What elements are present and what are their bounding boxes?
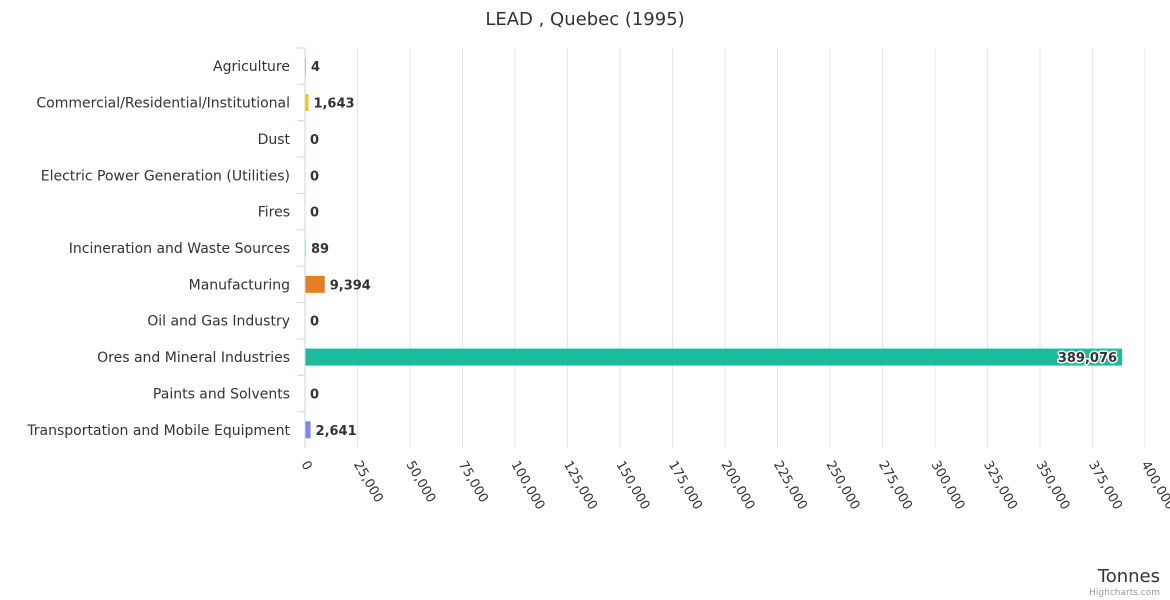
chart-title: LEAD , Quebec (1995) [485, 9, 684, 30]
category-label: Ores and Mineral Industries [97, 350, 290, 366]
category-label: Transportation and Mobile Equipment [26, 423, 290, 439]
data-label: 0 [310, 315, 319, 330]
data-labels: 4 1,643 0 0 0 89 9,394 0 389,076 0 2,641 [310, 60, 1119, 439]
x-axis-tick-labels: 0 25,000 50,000 75,000 100,000 125,000 150,000… [298, 459, 1170, 513]
data-label: 0 [310, 387, 319, 402]
x-tick-label: 275,000 [875, 459, 915, 513]
data-label: 0 [310, 133, 319, 148]
bar[interactable] [305, 348, 1123, 366]
x-tick-label: 0 [298, 459, 315, 474]
gridlines [297, 47, 1146, 448]
category-label: Manufacturing [189, 277, 290, 293]
category-label: Paints and Solvents [153, 386, 290, 402]
x-tick-label: 200,000 [718, 459, 758, 513]
category-label: Incineration and Waste Sources [69, 241, 290, 257]
data-label: 0 [310, 169, 319, 184]
bar[interactable] [305, 94, 309, 112]
data-label: 89 [311, 242, 329, 257]
category-label: Dust [258, 132, 291, 148]
x-tick-label: 375,000 [1085, 459, 1125, 513]
x-tick-label: 125,000 [560, 459, 600, 513]
data-label: 4 [311, 60, 320, 75]
category-labels: Agriculture Commercial/Residential/Instit… [26, 59, 290, 439]
x-axis-title: Tonnes [1097, 566, 1160, 587]
data-label: 9,394 [330, 278, 371, 293]
bar[interactable] [305, 421, 311, 439]
x-tick-label: 150,000 [613, 459, 653, 513]
category-label: Oil and Gas Industry [147, 314, 290, 330]
x-tick-label: 225,000 [770, 459, 810, 513]
category-label: Agriculture [213, 59, 290, 75]
category-label: Commercial/Residential/Institutional [36, 96, 290, 112]
data-label: 0 [310, 206, 319, 221]
bar[interactable] [305, 275, 325, 293]
category-label: Electric Power Generation (Utilities) [41, 168, 290, 184]
x-tick-label: 400,000 [1138, 459, 1170, 513]
x-tick-label: 25,000 [350, 459, 386, 506]
category-label: Fires [258, 205, 290, 221]
data-label: 389,076 [1058, 351, 1117, 366]
credits-link[interactable]: Highcharts.com [1089, 588, 1160, 598]
data-label: 1,643 [313, 97, 354, 112]
x-tick-label: 50,000 [403, 459, 439, 506]
x-tick-label: 75,000 [455, 459, 491, 506]
x-tick-label: 350,000 [1033, 459, 1073, 513]
data-label: 2,641 [316, 424, 357, 439]
x-tick-label: 250,000 [823, 459, 863, 513]
bars [305, 57, 1123, 439]
x-tick-label: 300,000 [928, 459, 968, 513]
x-tick-label: 175,000 [665, 459, 705, 513]
x-tick-label: 100,000 [508, 459, 548, 513]
x-tick-label: 325,000 [980, 459, 1020, 513]
